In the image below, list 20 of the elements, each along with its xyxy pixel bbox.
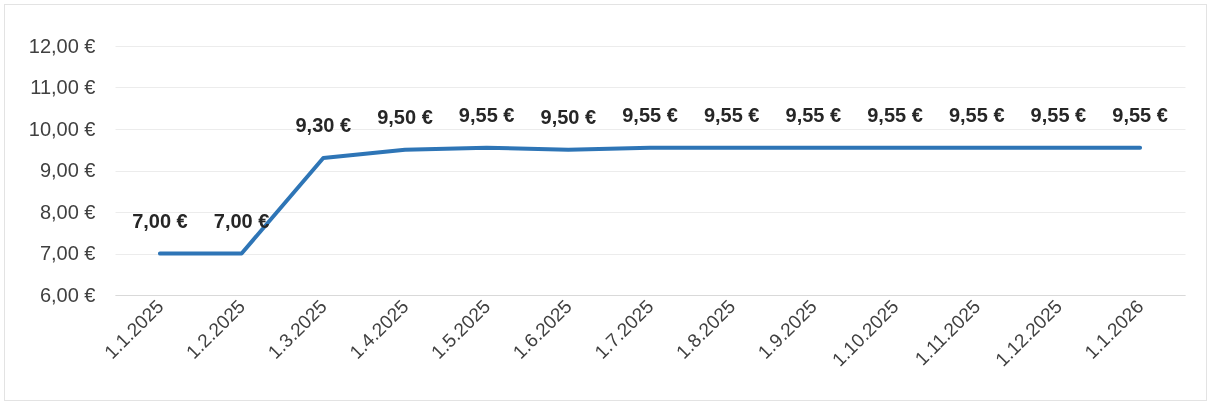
data-label: 9,55 € bbox=[948, 103, 1005, 126]
y-tick-label: 10,00 € bbox=[28, 117, 96, 140]
data-label: 9,50 € bbox=[540, 105, 597, 128]
data-label: 9,55 € bbox=[1030, 103, 1087, 126]
data-label: 9,55 € bbox=[458, 103, 515, 126]
y-tick-label: 7,00 € bbox=[39, 242, 96, 264]
data-label: 7,00 € bbox=[213, 209, 270, 232]
y-tick-label: 9,00 € bbox=[39, 159, 96, 181]
y-tick-label: 11,00 € bbox=[30, 76, 96, 98]
data-label: 7,00 € bbox=[132, 209, 188, 232]
data-label: 9,50 € bbox=[377, 105, 433, 128]
data-label: 9,55 € bbox=[622, 103, 678, 126]
data-label: 9,55 € bbox=[867, 103, 923, 126]
y-tick-label: 6,00 € bbox=[39, 283, 96, 306]
data-label: 9,55 € bbox=[703, 103, 760, 126]
y-tick-label: 8,00 € bbox=[39, 200, 96, 223]
y-tick-label: 12,00 € bbox=[28, 34, 96, 57]
data-label: 9,55 € bbox=[1112, 103, 1168, 126]
data-label: 9,30 € bbox=[295, 114, 352, 137]
data-label: 9,55 € bbox=[785, 103, 842, 126]
